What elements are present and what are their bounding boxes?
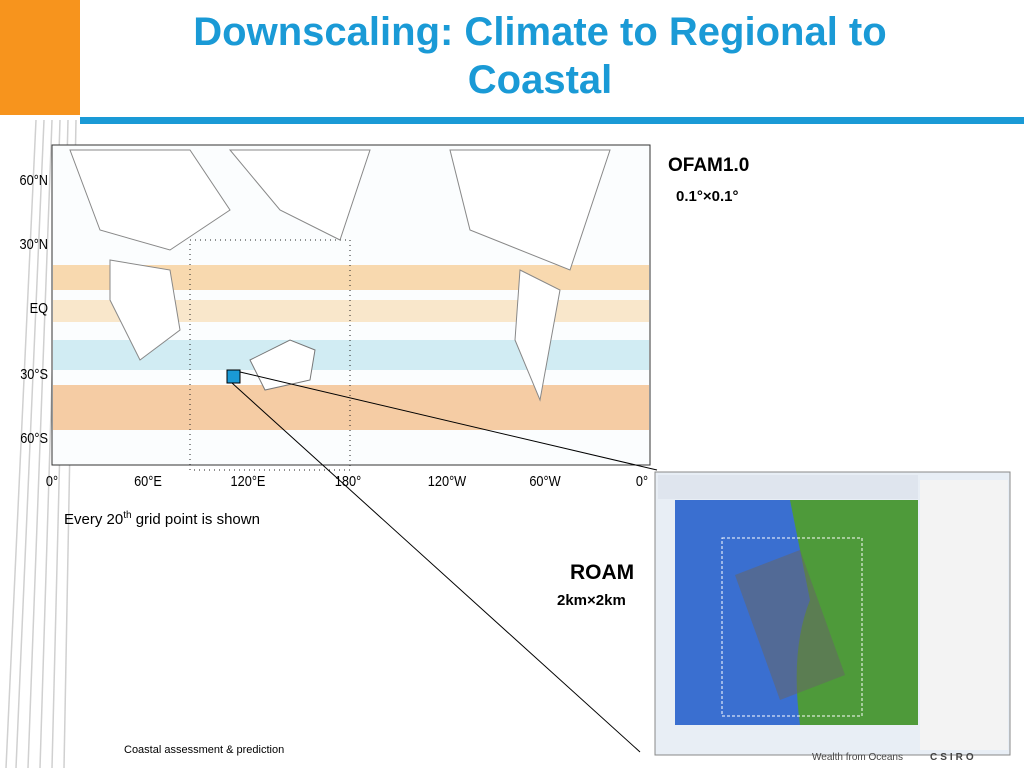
- lat-label: EQ: [29, 300, 48, 317]
- title-rule: [80, 117, 1024, 124]
- lon-label: 0°: [45, 473, 59, 490]
- note-sup: th: [123, 510, 132, 521]
- lon-label: 60°E: [134, 473, 162, 490]
- lon-label: 180°: [334, 473, 362, 490]
- model-grid: [735, 550, 845, 700]
- roam-box: [226, 369, 241, 384]
- anomaly-band: [53, 300, 649, 322]
- roam-name: ROAM: [570, 561, 635, 584]
- lat-label: 60°S: [20, 430, 48, 447]
- ofam-name: OFAM1.0: [668, 155, 750, 176]
- ocean-map: [51, 144, 651, 471]
- slide-title: Downscaling: Climate to Regional to Coas…: [193, 10, 887, 102]
- grid-note: Every 20th grid point is shown: [64, 510, 260, 528]
- orange-block: [0, 0, 80, 115]
- settings-panel: [920, 480, 1008, 750]
- lon-label: 0°: [635, 473, 649, 490]
- australia: [249, 339, 316, 391]
- lat-label: 30°S: [20, 366, 48, 383]
- note-text: Every 20: [64, 511, 124, 528]
- lon-label: 120°W: [427, 473, 467, 490]
- lat-label: 60°N: [19, 172, 48, 189]
- grid-points: [189, 239, 351, 471]
- slogan: Wealth from Oceans: [812, 752, 903, 763]
- domain-outline: [721, 537, 863, 717]
- note-rest: grid point is shown: [131, 511, 260, 528]
- ofam-resolution: 0.1°×0.1°: [676, 188, 739, 205]
- continents: [69, 149, 611, 402]
- roam-resolution: 2km×2km: [557, 592, 626, 609]
- lon-label: 120°E: [230, 473, 266, 490]
- toolbar: [658, 475, 918, 499]
- lon-label: 60°W: [529, 473, 561, 490]
- logo: CSIRO: [930, 752, 977, 763]
- lat-label: 30°N: [19, 236, 48, 253]
- zoom-lines: [231, 371, 658, 753]
- roam-screenshot: [654, 471, 1011, 756]
- anomaly-band: [53, 385, 649, 430]
- footer-text: Coastal assessment & prediction: [124, 744, 285, 756]
